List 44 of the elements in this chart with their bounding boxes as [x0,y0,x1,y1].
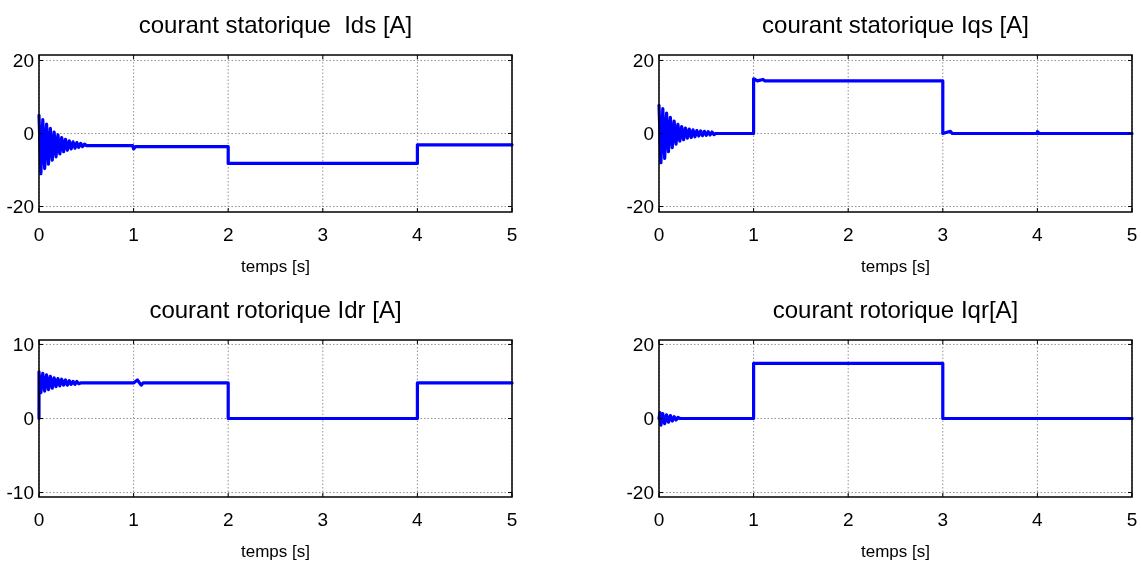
x-tick-label: 5 [1126,224,1138,245]
x-tick-label: 4 [1032,509,1044,530]
line-series [657,361,1134,427]
x-axis-title: temps [s] [241,257,310,276]
x-tick-label: 3 [937,224,949,245]
x-axis-title: temps [s] [861,542,930,561]
y-tick-label: 20 [12,50,34,72]
chart-title: courant statorique Iqs [A] [762,11,1029,38]
x-axis-title: temps [s] [241,542,310,561]
y-tick-label: 0 [643,123,654,145]
x-tick-label: 1 [748,509,759,530]
x-tick-label: 1 [748,224,759,245]
x-tick-label: 1 [128,509,139,530]
chart-title: courant rotorique Idr [A] [149,296,402,323]
x-tick-label: 5 [1126,509,1138,530]
chart-title: courant rotorique Iqr[A] [772,296,1019,323]
x-tick-label: 5 [506,509,518,530]
x-tick-label: 4 [1032,224,1044,245]
x-tick-label: 2 [222,224,234,245]
x-tick-label: 2 [842,509,854,530]
x-tick-label: 3 [937,509,949,530]
x-tick-label: 2 [222,509,234,530]
x-tick-label: 2 [842,224,854,245]
y-tick-label: 0 [643,408,654,430]
y-tick-label: 0 [23,123,34,145]
x-tick-label: 4 [412,509,424,530]
x-tick-label: 3 [317,509,329,530]
y-tick-label: 0 [23,408,34,430]
y-tick-label: -10 [6,482,34,504]
x-axis-title: temps [s] [861,257,930,276]
y-tick-label: -20 [626,482,654,504]
y-tick-label: -20 [626,196,654,218]
x-tick-label: 3 [317,224,329,245]
y-tick-label: -20 [6,196,34,218]
x-tick-label: 4 [412,224,424,245]
x-tick-label: 1 [128,224,139,245]
chart-title: courant statorique Ids [A] [138,11,413,38]
line-series [37,113,514,176]
y-tick-label: 20 [632,50,654,72]
y-tick-label: 20 [632,334,654,356]
x-tick-label: 5 [506,224,518,245]
y-tick-label: 10 [12,334,34,356]
line-series [657,77,1134,165]
line-series [37,370,514,421]
